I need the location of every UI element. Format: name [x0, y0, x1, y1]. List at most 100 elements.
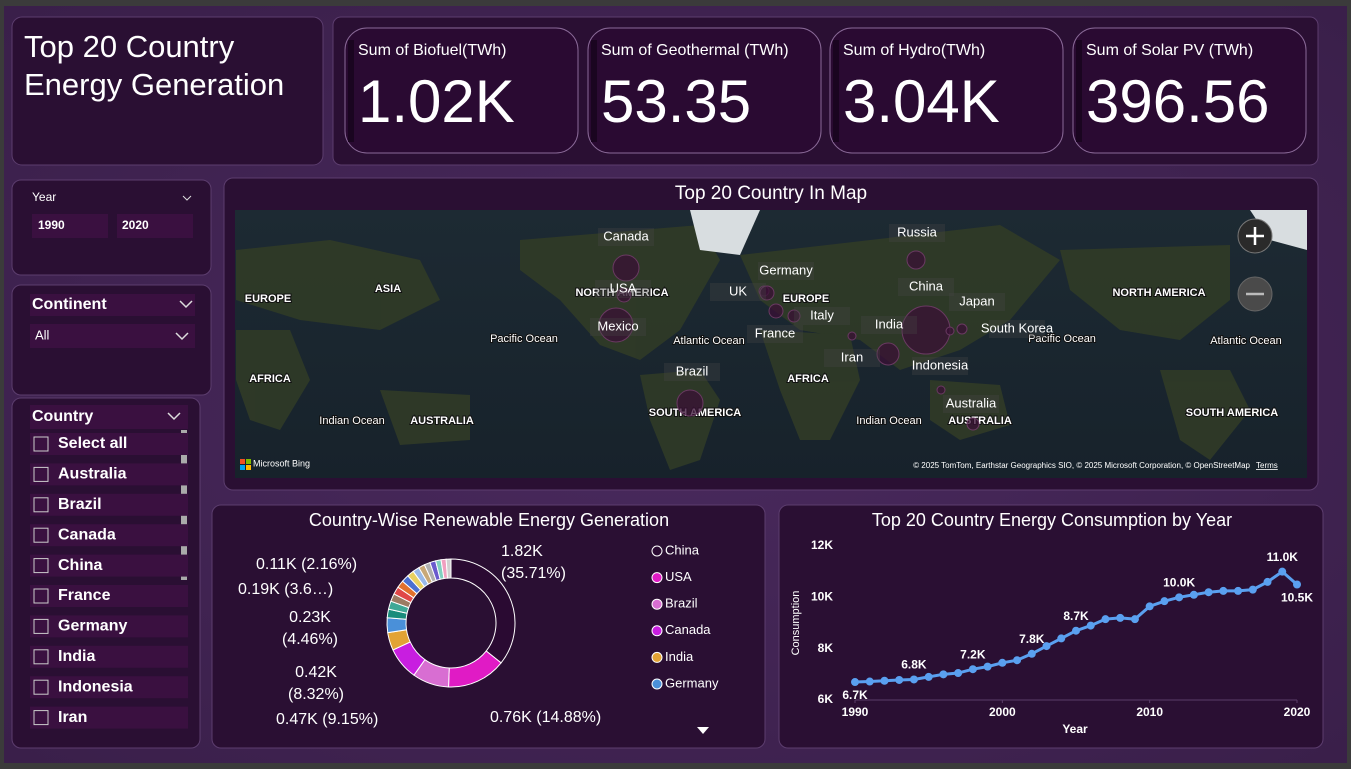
data-label: 0.11K (2.16%) [256, 556, 358, 573]
region-label: AUSTRALIA [410, 415, 474, 427]
checkbox[interactable] [33, 649, 49, 665]
map-label: Germany [759, 262, 813, 277]
slicer-title: Year [32, 190, 56, 204]
map-label: Japan [959, 293, 994, 308]
greenland [1250, 210, 1307, 250]
slicer-row [30, 433, 188, 455]
logo [240, 465, 245, 470]
slicer-item: Canada [58, 526, 116, 543]
point [1072, 626, 1080, 635]
point [1116, 613, 1125, 622]
region-label: EUROPE [783, 293, 829, 305]
zoom-in-icon [1246, 227, 1264, 245]
slicer-item: Iran [58, 709, 87, 726]
slicer-item: China [58, 557, 103, 574]
kpi-card [829, 27, 1064, 154]
data-label: 10.0K [1163, 576, 1195, 590]
map-label: Mexico [597, 318, 638, 333]
map-label-bg [590, 318, 646, 336]
map-label-bg [889, 224, 945, 242]
point [924, 672, 933, 681]
checkbox[interactable] [33, 679, 49, 695]
donut-panel [211, 504, 766, 749]
map-bubble [956, 323, 968, 335]
kpi-value: 1.02K [358, 68, 515, 135]
point [998, 658, 1007, 667]
data-label: 0.42K (8.32%) [287, 664, 345, 703]
chevron[interactable] [167, 412, 181, 421]
point [880, 676, 889, 685]
point [1160, 597, 1169, 606]
year-to-box[interactable] [117, 214, 193, 238]
map-bubble [945, 326, 955, 336]
checkbox[interactable] [33, 710, 49, 726]
slicer-item: Brazil [58, 496, 102, 513]
chevron[interactable] [175, 332, 189, 341]
checkbox[interactable] [33, 527, 49, 543]
kpi-accent [348, 40, 354, 142]
kpi-label: Sum of Geothermal (TWh) [601, 42, 789, 59]
point [1086, 621, 1095, 630]
map-label: China [909, 278, 944, 293]
checkbox[interactable] [33, 436, 49, 452]
logo [240, 459, 245, 464]
map-bubble [676, 389, 704, 417]
slicer-row [30, 706, 188, 729]
map-label: Russia [897, 224, 938, 239]
map-label: USA [610, 280, 637, 295]
map-label: France [755, 325, 795, 340]
kpi-panel [332, 16, 1319, 166]
year-panel [11, 179, 212, 276]
continent-header [30, 294, 195, 316]
chevron[interactable] [182, 195, 192, 201]
map-bubble [768, 303, 784, 319]
checkbox[interactable] [33, 497, 49, 513]
map-bubble [612, 254, 640, 282]
legend-scroll[interactable] [697, 727, 709, 734]
y-tick-label: 10K [811, 590, 833, 604]
kpi-label: Sum of Hydro(TWh) [843, 42, 985, 59]
slicer-title: Country [32, 408, 93, 425]
data-label: 8.7K [1063, 609, 1089, 623]
year-from-box[interactable] [32, 214, 108, 238]
map-label-bg [912, 357, 968, 375]
slicer-row [30, 585, 188, 607]
map-bubble [966, 417, 980, 431]
chevron[interactable] [179, 300, 193, 309]
map-bubble [616, 287, 632, 303]
donut-slice [445, 558, 452, 579]
point [895, 675, 904, 684]
checkbox[interactable] [33, 558, 49, 574]
region-label: SOUTH AMERICA [1186, 407, 1279, 419]
checkbox[interactable] [33, 588, 49, 604]
checkbox[interactable] [33, 618, 49, 634]
checkbox[interactable] [33, 466, 49, 482]
point [1278, 567, 1287, 576]
attribution: Microsoft Bing [253, 458, 310, 468]
legend-marker [651, 598, 663, 610]
map-label: Brazil [676, 363, 709, 378]
kpi-value: 53.35 [601, 68, 751, 135]
kpi-card [344, 27, 579, 154]
ocean-label: Atlantic Ocean [1210, 335, 1282, 347]
point [983, 662, 992, 671]
slicer-item: Australia [58, 466, 127, 483]
legend-marker [651, 572, 663, 584]
map-label-bg [747, 325, 803, 343]
map-label-bg [861, 316, 917, 334]
map-label-bg [824, 349, 880, 367]
legend-label: USA [665, 569, 692, 584]
map-label: India [875, 316, 904, 331]
slicer-row [30, 524, 188, 547]
map-label: South Korea [981, 320, 1054, 335]
continent-dropdown[interactable] [30, 324, 195, 348]
region-label: AFRICA [249, 373, 291, 385]
slicer-item: Indonesia [58, 678, 133, 695]
slicer-item: India [58, 648, 95, 665]
logo [246, 459, 251, 464]
point [954, 669, 963, 678]
data-label: 10.5K [1281, 591, 1313, 605]
data-label: 0.76K (14.88%) [490, 709, 602, 726]
slicer-value: 1990 [38, 218, 65, 232]
map-bubble [759, 285, 775, 301]
